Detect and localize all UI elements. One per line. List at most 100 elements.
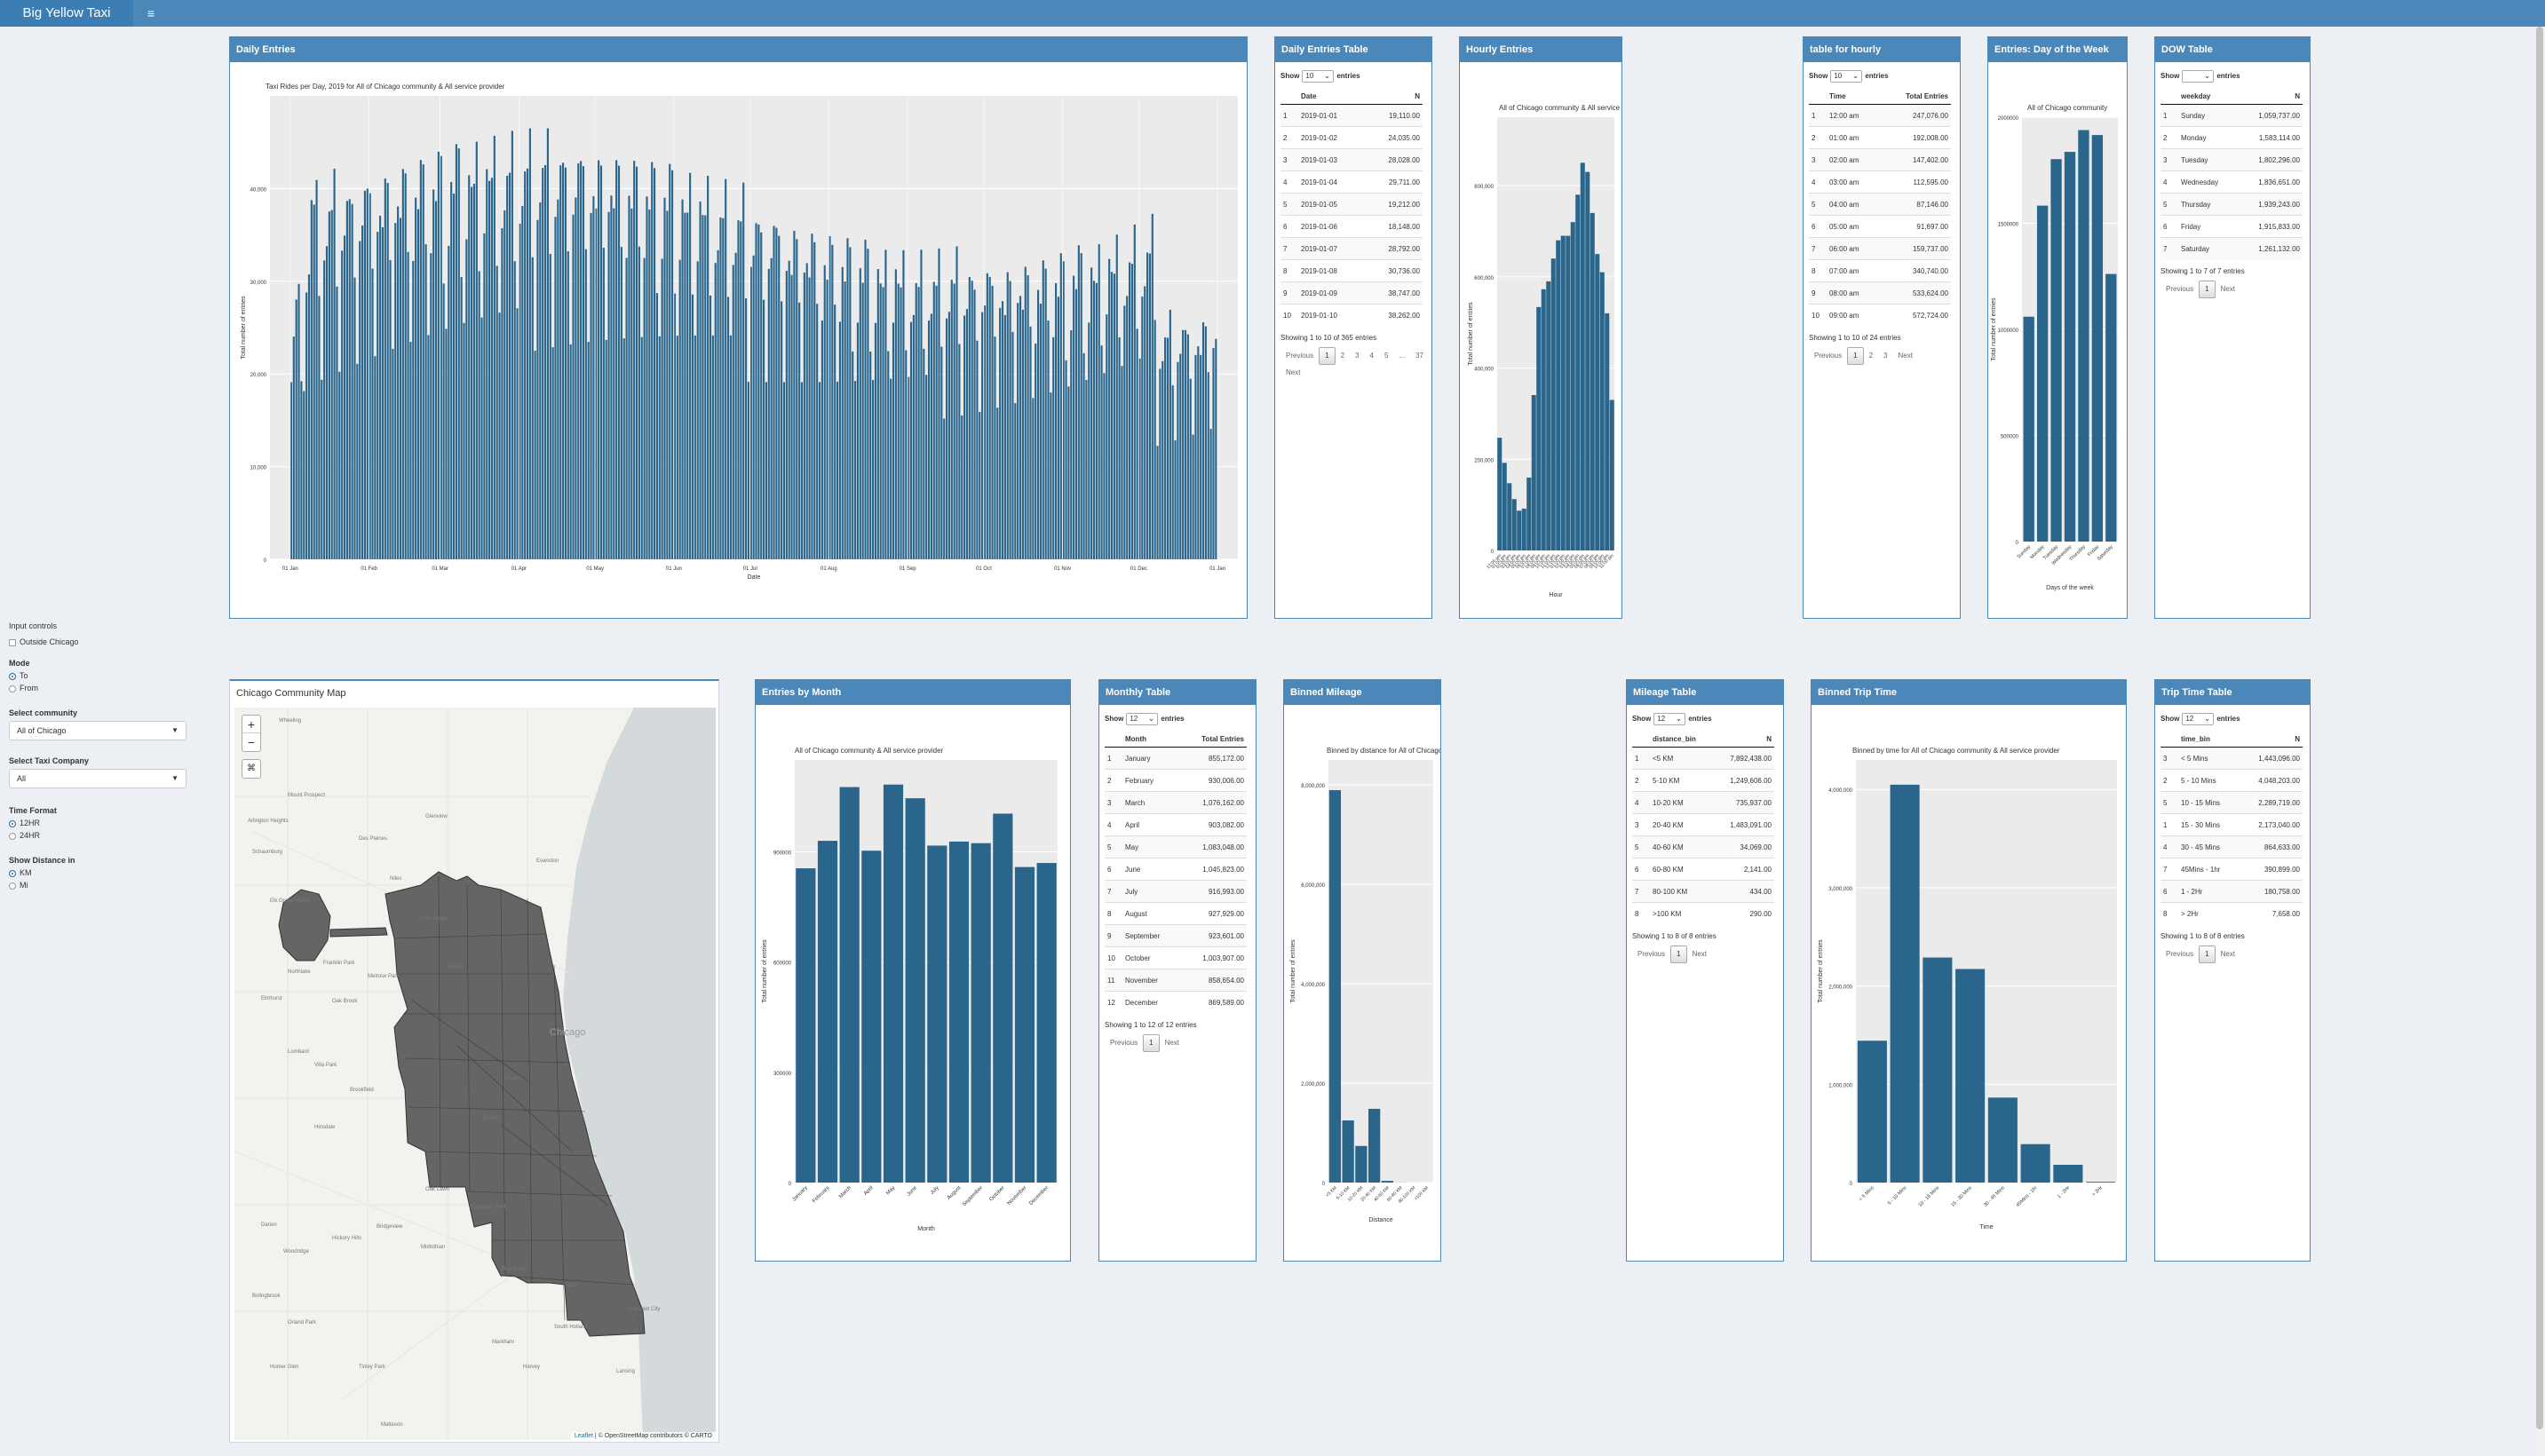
daily-bar (519, 223, 521, 560)
radio-on-icon[interactable] (9, 869, 16, 877)
outside-chicago-checkbox-row[interactable]: Outside Chicago (9, 637, 79, 646)
page-button[interactable]: 37 (1415, 351, 1423, 360)
page-button[interactable]: 1 (1319, 346, 1336, 365)
daily-bar (1207, 372, 1209, 559)
distance-radio-mi[interactable]: Mi (9, 881, 28, 890)
next-button[interactable]: Next (1898, 351, 1913, 360)
mode-radio-from[interactable]: From (9, 684, 38, 692)
daily-bar (1067, 386, 1070, 559)
page-button[interactable]: 1 (2199, 945, 2216, 963)
page-button[interactable]: 3 (1355, 351, 1360, 360)
app-title[interactable]: Big Yellow Taxi (0, 0, 133, 27)
column-header[interactable] (1105, 732, 1122, 748)
page-scrollbar[interactable] (2534, 27, 2545, 1456)
distance-radio-km[interactable]: KM (9, 868, 32, 877)
community-select[interactable]: All of Chicago ▼ (9, 721, 186, 740)
page-button[interactable]: 1 (1847, 346, 1864, 365)
map-canvas[interactable] (234, 708, 716, 1440)
page-button[interactable]: ... (1399, 351, 1406, 360)
daily-bar (1014, 403, 1017, 559)
page-button[interactable]: 3 (1883, 351, 1888, 360)
daily-bar (333, 169, 336, 559)
previous-button[interactable]: Previous (1637, 949, 1666, 958)
table-cell: 1,045,823.00 (1185, 858, 1247, 881)
column-header[interactable]: Month (1122, 732, 1185, 748)
column-header[interactable]: Time (1827, 89, 1880, 105)
chicago-map[interactable]: Wheeling Mount Prospect Des Plaines Evansto… (234, 708, 716, 1440)
next-button[interactable]: Next (2220, 284, 2236, 293)
column-header[interactable]: Date (1298, 89, 1360, 105)
daily-bar (1177, 361, 1179, 559)
length-select[interactable]: 10 ⌄ (1302, 69, 1335, 83)
daily-bar (318, 296, 321, 559)
time-format-radio-24hr[interactable]: 24HR (9, 831, 40, 840)
column-header[interactable] (2160, 732, 2178, 748)
next-button[interactable]: Next (1164, 1038, 1180, 1047)
company-select[interactable]: All ▼ (9, 769, 186, 788)
table-cell: 7 (1632, 880, 1650, 903)
bar (796, 868, 816, 1183)
radio-off-icon[interactable] (9, 684, 16, 692)
table-cell: Saturday (2178, 237, 2240, 260)
daily-bar (394, 223, 397, 560)
daily-bar (1197, 346, 1200, 559)
next-button[interactable]: Next (1286, 368, 1301, 376)
column-header[interactable] (1280, 89, 1298, 105)
column-header[interactable]: N (1360, 89, 1423, 105)
column-header[interactable]: N (2240, 89, 2303, 105)
radio-on-icon[interactable] (9, 672, 16, 680)
reset-view-button[interactable]: ⌘ (242, 759, 261, 779)
map-place-label: Lansing (616, 1369, 636, 1374)
scrollbar-thumb[interactable] (2536, 27, 2543, 1429)
previous-button[interactable]: Previous (1814, 351, 1843, 360)
radio-off-icon[interactable] (9, 882, 16, 890)
previous-button[interactable]: Previous (1110, 1038, 1138, 1047)
previous-button[interactable]: Previous (1286, 351, 1314, 360)
time-format-radio-12hr[interactable]: 12HR (9, 819, 40, 827)
next-button[interactable]: Next (1692, 949, 1708, 958)
previous-button[interactable]: Previous (2166, 949, 2194, 958)
length-select[interactable]: 10 ⌄ (1830, 69, 1863, 83)
column-header[interactable]: Total Entries (1185, 732, 1247, 748)
page-button[interactable]: 1 (1670, 945, 1687, 963)
column-header[interactable]: N (2240, 732, 2303, 748)
x-tick-label: 01 Jan (282, 566, 298, 572)
radio-on-icon[interactable] (9, 819, 16, 827)
column-header[interactable]: distance_bin (1650, 732, 1712, 748)
zoom-in-button[interactable]: + (242, 716, 260, 733)
hamburger-icon[interactable]: ≡ (147, 6, 155, 20)
daily-bar (818, 382, 821, 559)
outside-chicago-checkbox[interactable] (9, 638, 16, 646)
previous-button[interactable]: Previous (2166, 284, 2194, 293)
table-cell: 1 (1280, 104, 1298, 127)
column-header[interactable] (2160, 89, 2178, 105)
length-select[interactable]: ⌄ (2182, 69, 2215, 83)
column-header[interactable]: time_bin (2178, 732, 2240, 748)
length-select[interactable]: 12 ⌄ (1653, 712, 1686, 725)
daily-bar (740, 221, 742, 560)
mode-radio-to[interactable]: To (9, 671, 28, 680)
column-header[interactable]: N (1712, 732, 1774, 748)
length-select[interactable]: 12 ⌄ (2182, 712, 2215, 725)
zoom-out-button[interactable]: − (247, 735, 256, 749)
column-header[interactable] (1632, 732, 1650, 748)
daily-bar (460, 277, 463, 559)
page-button[interactable]: 2 (1868, 351, 1874, 360)
page-button[interactable]: 1 (1143, 1033, 1160, 1052)
daily-bar (775, 227, 778, 559)
daily-bar (305, 292, 308, 559)
next-button[interactable]: Next (2220, 949, 2236, 958)
column-header[interactable]: Total Entries (1880, 89, 1951, 105)
daily-bar (503, 210, 506, 559)
page-button[interactable]: 2 (1340, 351, 1345, 360)
page-button[interactable]: 1 (2199, 280, 2216, 298)
radio-off-icon[interactable] (9, 832, 16, 840)
leaflet-link[interactable]: Leaflet (574, 1433, 593, 1439)
length-select[interactable]: 12 ⌄ (1126, 712, 1159, 725)
page-button[interactable]: 5 (1383, 351, 1389, 360)
table-cell: 06:00 am (1827, 237, 1880, 260)
length-value: 10 (1834, 71, 1843, 80)
column-header[interactable] (1809, 89, 1827, 105)
page-button[interactable]: 4 (1369, 351, 1374, 360)
column-header[interactable]: weekday (2178, 89, 2240, 105)
